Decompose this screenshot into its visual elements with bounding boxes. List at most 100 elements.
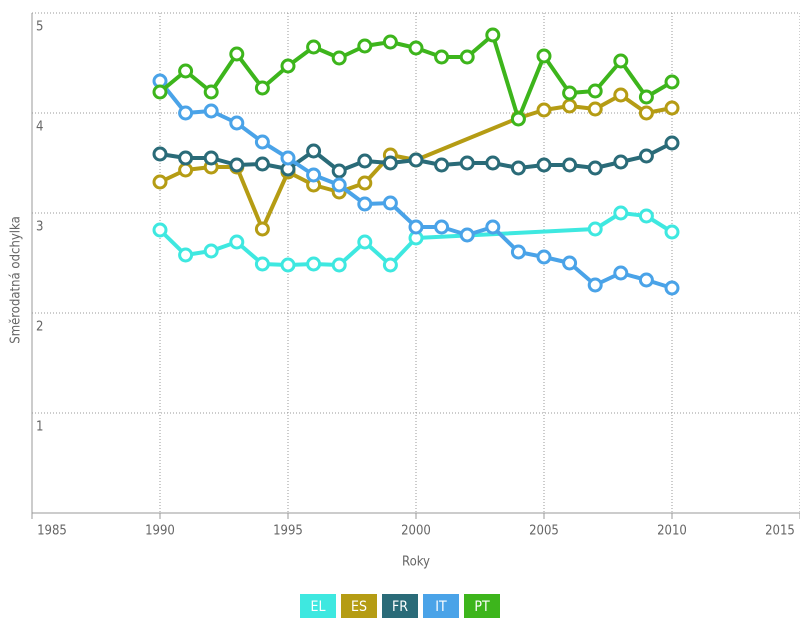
- point: [382, 195, 398, 211]
- point: [331, 163, 347, 179]
- point: [254, 156, 270, 172]
- point: [357, 234, 373, 250]
- point: [664, 280, 680, 296]
- point: [536, 249, 552, 265]
- legend-item[interactable]: PT: [464, 594, 500, 618]
- point: [203, 103, 219, 119]
- legend-item[interactable]: IT: [423, 594, 459, 618]
- point: [382, 257, 398, 273]
- point: [229, 234, 245, 250]
- point: [331, 50, 347, 66]
- point: [510, 160, 526, 176]
- point: [485, 219, 501, 235]
- point: [306, 256, 322, 272]
- point: [306, 167, 322, 183]
- point: [562, 85, 578, 101]
- legend-swatch: [300, 594, 336, 618]
- x-tick-label: 2000: [401, 524, 431, 539]
- point: [562, 255, 578, 271]
- legend-swatch: [423, 594, 459, 618]
- y-tick-label: 2: [36, 320, 43, 335]
- point: [280, 58, 296, 74]
- point: [587, 101, 603, 117]
- point: [485, 155, 501, 171]
- point: [178, 150, 194, 166]
- y-tick-label: 1: [36, 420, 43, 435]
- point: [152, 222, 168, 238]
- legend-label: EL: [311, 599, 326, 615]
- point: [434, 157, 450, 173]
- point: [587, 221, 603, 237]
- legend-item[interactable]: FR: [382, 594, 418, 618]
- point: [613, 265, 629, 281]
- point: [254, 134, 270, 150]
- point: [459, 155, 475, 171]
- point: [536, 102, 552, 118]
- point: [331, 177, 347, 193]
- point: [357, 175, 373, 191]
- point: [638, 272, 654, 288]
- point: [306, 143, 322, 159]
- legend-swatch: [341, 594, 377, 618]
- point: [587, 83, 603, 99]
- point: [280, 150, 296, 166]
- point: [664, 100, 680, 116]
- point: [152, 84, 168, 100]
- point: [254, 221, 270, 237]
- point: [638, 89, 654, 105]
- point: [152, 146, 168, 162]
- point: [280, 257, 296, 273]
- point: [638, 208, 654, 224]
- point: [587, 160, 603, 176]
- point: [306, 39, 322, 55]
- point: [331, 257, 347, 273]
- y-tick-label: 4: [36, 120, 43, 135]
- point: [408, 219, 424, 235]
- point: [664, 135, 680, 151]
- point: [254, 256, 270, 272]
- point: [510, 111, 526, 127]
- point: [562, 98, 578, 114]
- legend-swatch: [464, 594, 500, 618]
- point: [178, 105, 194, 121]
- point: [357, 196, 373, 212]
- point: [536, 48, 552, 64]
- point: [203, 243, 219, 259]
- legend-item[interactable]: ES: [341, 594, 377, 618]
- point: [664, 74, 680, 90]
- point: [408, 152, 424, 168]
- legend-label: IT: [435, 599, 447, 615]
- point: [229, 46, 245, 62]
- point: [178, 63, 194, 79]
- point: [485, 27, 501, 43]
- x-tick-label: 1990: [145, 524, 175, 539]
- point: [229, 115, 245, 131]
- x-tick-label: 1995: [273, 524, 303, 539]
- legend-item[interactable]: EL: [300, 594, 336, 618]
- legend-label: PT: [474, 599, 490, 615]
- x-tick-label: 2015: [765, 524, 795, 539]
- legend-label: FR: [392, 599, 408, 615]
- point: [638, 148, 654, 164]
- x-tick-label: 1985: [37, 524, 67, 539]
- point: [459, 49, 475, 65]
- legend-swatch: [382, 594, 418, 618]
- point: [587, 277, 603, 293]
- y-tick-label: 5: [36, 20, 43, 35]
- point: [178, 247, 194, 263]
- point: [536, 157, 552, 173]
- point: [178, 162, 194, 178]
- point: [510, 244, 526, 260]
- point: [408, 40, 424, 56]
- point: [203, 84, 219, 100]
- y-tick-label: 3: [36, 220, 43, 235]
- point: [382, 155, 398, 171]
- point: [229, 157, 245, 173]
- point: [562, 157, 578, 173]
- x-tick-label: 2005: [529, 524, 559, 539]
- point: [203, 150, 219, 166]
- point: [434, 219, 450, 235]
- point: [382, 34, 398, 50]
- point: [638, 105, 654, 121]
